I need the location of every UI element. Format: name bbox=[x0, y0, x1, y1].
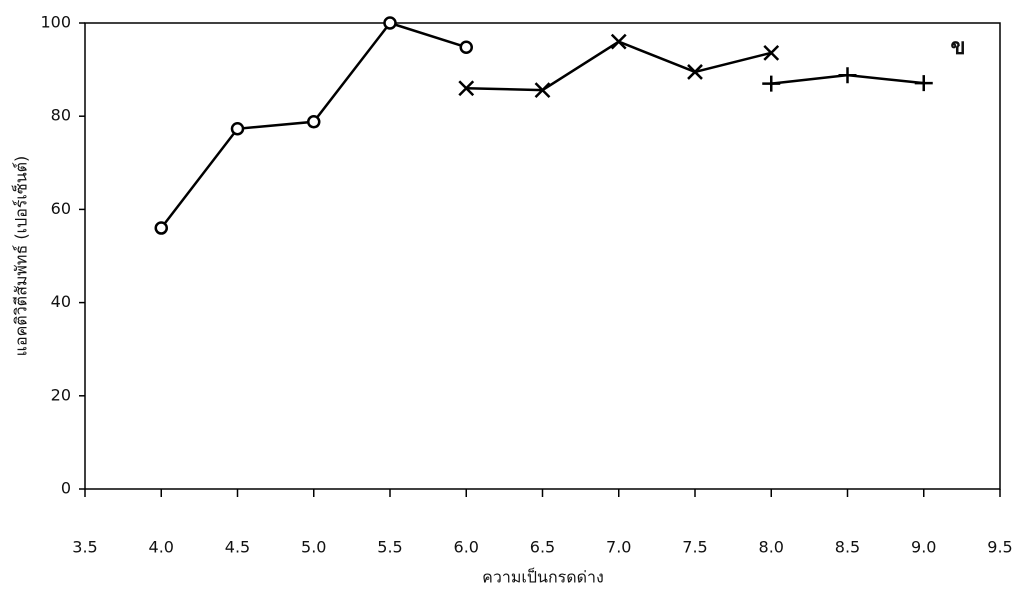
x-tick-label: 9.0 bbox=[911, 538, 936, 557]
series-line bbox=[466, 42, 771, 90]
y-tick-label: 60 bbox=[51, 199, 71, 218]
x-tick-label: 3.5 bbox=[72, 538, 97, 557]
y-tick-label: 0 bbox=[61, 479, 71, 498]
x-tick-label: 9.5 bbox=[987, 538, 1012, 557]
x-tick-label: 5.0 bbox=[301, 538, 326, 557]
marker bbox=[308, 116, 319, 127]
plot-frame bbox=[85, 23, 1000, 489]
y-tick-label: 100 bbox=[40, 13, 71, 32]
x-tick-label: 8.5 bbox=[835, 538, 860, 557]
y-tick-label: 20 bbox=[51, 385, 71, 404]
x-tick-label: 5.5 bbox=[377, 538, 402, 557]
marker bbox=[915, 75, 933, 91]
y-tick-label: 80 bbox=[51, 106, 71, 125]
marker bbox=[385, 18, 396, 29]
x-axis-label: ความเป็นกรดด่าง bbox=[482, 567, 604, 587]
x-tick-label: 4.5 bbox=[225, 538, 250, 557]
x-tick-label: 6.0 bbox=[454, 538, 479, 557]
marker bbox=[839, 67, 857, 83]
x-tick-label: 6.5 bbox=[530, 538, 555, 557]
marker bbox=[461, 42, 472, 53]
y-tick-label: 40 bbox=[51, 292, 71, 311]
marker bbox=[232, 123, 243, 134]
x-tick-label: 7.0 bbox=[606, 538, 631, 557]
annotation: ข bbox=[950, 35, 965, 60]
chart: ความเป็นกรดด่าง แอคติวิตีสัมพัทธ์ (เปอร์… bbox=[0, 0, 1018, 592]
x-tick-label: 4.0 bbox=[149, 538, 174, 557]
page: ความเป็นกรดด่าง แอคติวิตีสัมพัทธ์ (เปอร์… bbox=[0, 0, 1018, 592]
marker bbox=[156, 223, 167, 234]
marker bbox=[762, 76, 780, 92]
x-tick-label: 7.5 bbox=[682, 538, 707, 557]
x-tick-label: 8.0 bbox=[759, 538, 784, 557]
y-axis-label: แอคติวิตีสัมพัทธ์ (เปอร์เซ็นต์) bbox=[11, 156, 31, 357]
marker bbox=[612, 35, 626, 49]
